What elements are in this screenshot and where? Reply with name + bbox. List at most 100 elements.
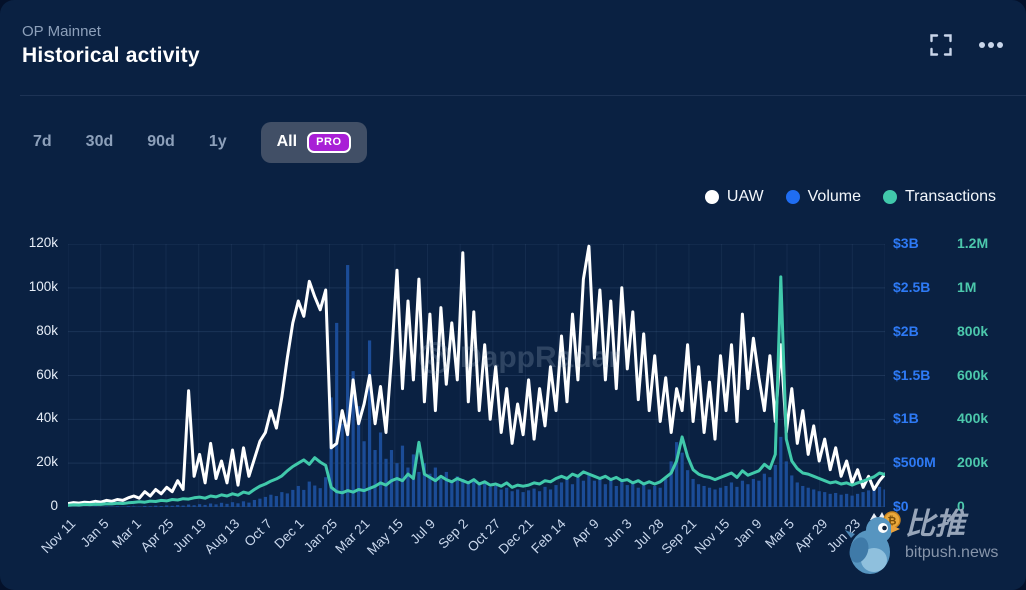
volume-bar — [219, 502, 224, 507]
volume-bar — [439, 478, 443, 507]
volume-bar — [647, 489, 651, 507]
volume-bar — [669, 461, 673, 507]
legend-transactions[interactable]: Transactions — [883, 188, 996, 206]
volume-bar — [258, 498, 262, 507]
volume-bar — [296, 485, 300, 507]
volume-bar — [724, 485, 728, 507]
volume-bar — [335, 322, 339, 507]
volume-bar — [417, 471, 421, 507]
volume-bar — [126, 506, 130, 507]
volume-bar — [148, 506, 152, 507]
volume-bar — [384, 458, 388, 507]
volume-bar — [422, 463, 427, 507]
volume-bar — [477, 485, 481, 507]
volume-axis-tick: $2B — [893, 322, 919, 339]
volume-bar — [603, 484, 607, 507]
more-options-icon[interactable] — [978, 41, 1004, 49]
volume-bar — [598, 477, 602, 507]
date-axis-tick: Jun 19 — [170, 516, 210, 556]
volume-bar — [658, 487, 662, 507]
volume-bar — [570, 484, 575, 507]
bitpush-brand: 比推 — [905, 508, 965, 541]
header-actions — [930, 34, 1004, 56]
volume-bar — [170, 505, 174, 507]
volume-bar — [280, 492, 284, 507]
volume-bar — [680, 452, 684, 507]
volume-bar — [740, 480, 745, 507]
volume-bar — [587, 473, 591, 507]
chart-plot[interactable] — [68, 244, 885, 507]
volume-bar — [499, 489, 503, 507]
volume-bar — [565, 478, 569, 507]
volume-bar — [346, 265, 350, 507]
transactions-axis-tick: 0 — [957, 498, 965, 514]
transactions-dot-icon — [883, 190, 897, 204]
date-axis-tick: Apr 29 — [791, 516, 831, 555]
transactions-axis-tick: 200k — [957, 454, 989, 471]
volume-axis-tick: $3B — [893, 235, 919, 251]
volume-bar — [729, 482, 734, 507]
date-axis-tick: Sep 21 — [658, 516, 700, 557]
volume-bar — [735, 486, 739, 507]
volume-bar — [653, 485, 657, 507]
range-1y[interactable]: 1y — [208, 133, 227, 150]
legend-volume[interactable]: Volume — [785, 188, 861, 206]
volume-bar — [230, 502, 235, 507]
date-axis-tick: Feb 14 — [528, 516, 569, 557]
volume-bar — [159, 506, 163, 507]
range-30d[interactable]: 30d — [85, 133, 114, 150]
volume-bar — [433, 467, 437, 507]
volume-bar — [845, 493, 849, 507]
volume-bar — [203, 504, 207, 507]
volume-bar — [702, 485, 706, 507]
volume-bar — [576, 476, 580, 507]
date-axis-tick: Jan 9 — [730, 516, 765, 550]
date-axis-tick: Nov 15 — [691, 516, 733, 557]
uaw-axis-tick: 40k — [36, 410, 58, 426]
fullscreen-icon[interactable] — [930, 34, 952, 56]
volume-bar — [285, 493, 289, 507]
volume-bar — [559, 482, 564, 507]
chart-legend: UAW Volume Transactions — [704, 188, 996, 206]
uaw-axis-tick: 0 — [50, 498, 58, 513]
volume-bar — [329, 397, 333, 507]
bitpush-bird-icon: ₿ — [845, 511, 901, 574]
volume-bar — [548, 489, 553, 507]
range-all-selected[interactable]: All PRO — [260, 121, 367, 163]
volume-bar — [450, 480, 454, 507]
volume-bar — [302, 489, 306, 507]
date-axis-tick: May 15 — [363, 516, 406, 558]
volume-bar — [176, 505, 180, 507]
range-90d[interactable]: 90d — [147, 133, 175, 150]
legend-uaw[interactable]: UAW — [704, 188, 764, 206]
volume-bar — [104, 506, 108, 507]
volume-bar — [263, 496, 267, 507]
uaw-axis-tick: 120k — [28, 235, 58, 250]
pro-badge: PRO — [307, 131, 351, 153]
transactions-axis-tick: 1M — [957, 278, 977, 295]
volume-bar — [324, 477, 328, 507]
range-all-label: All — [276, 133, 298, 150]
date-axis-tick: Jul 9 — [407, 516, 439, 547]
volume-bar — [823, 492, 827, 507]
volume-bar — [866, 490, 871, 507]
transactions-axis-tick: 1.2M — [957, 235, 989, 251]
volume-bar — [192, 505, 196, 507]
volume-bar — [773, 464, 777, 507]
volume-bar — [137, 506, 141, 507]
volume-bar — [784, 461, 788, 507]
volume-bar — [834, 492, 838, 507]
volume-axis-tick: $2.5B — [893, 278, 931, 295]
volume-bar — [526, 490, 531, 507]
volume-dot-icon — [785, 190, 800, 204]
volume-bar — [247, 502, 251, 507]
volume-bar — [214, 504, 218, 507]
volume-bar — [817, 491, 821, 507]
svg-text:₿: ₿ — [888, 516, 897, 528]
range-7d[interactable]: 7d — [33, 133, 52, 150]
volume-bar — [208, 503, 213, 507]
volume-bar — [505, 487, 509, 507]
volume-bar — [455, 476, 459, 507]
page-title: Historical activity — [22, 44, 200, 67]
volume-bar — [664, 478, 668, 507]
